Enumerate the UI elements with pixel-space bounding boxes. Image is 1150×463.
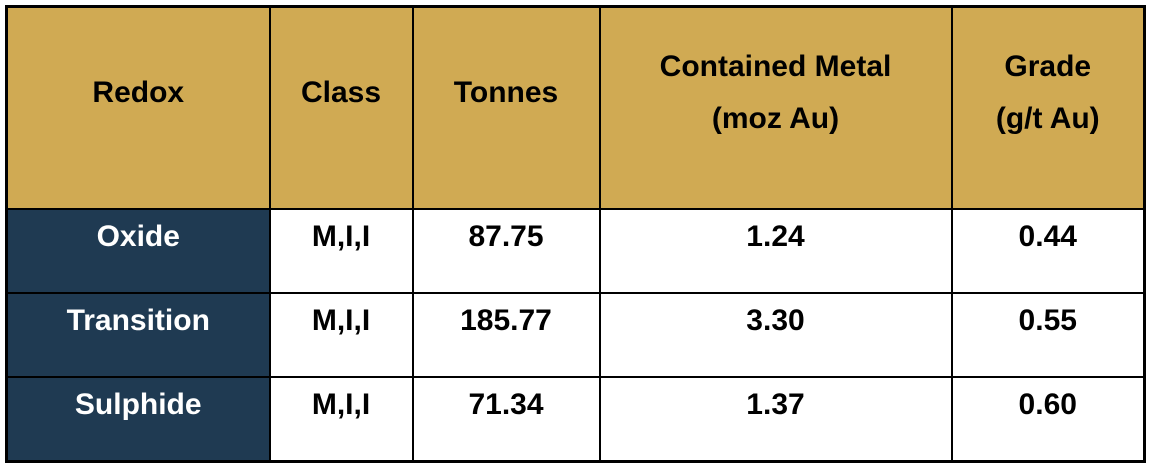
cell-grade: 0.55	[950, 292, 1146, 378]
header-cell-class: Class	[268, 5, 414, 210]
header-cell-tonnes: Tonnes	[411, 5, 601, 210]
header-row: Redox Class Tonnes Contained Metal (moz …	[5, 5, 1146, 210]
cell-contained-metal: 3.30	[598, 292, 953, 378]
cell-contained-metal: 1.24	[598, 208, 953, 294]
cell-contained-metal: 1.37	[598, 376, 953, 462]
table-row-oxide: Oxide M,I,I 87.75 1.24 0.44	[5, 208, 1146, 294]
cell-class: M,I,I	[268, 292, 414, 378]
table-container: Redox Class Tonnes Contained Metal (moz …	[5, 5, 1146, 463]
header-sublabel-contained-metal: (moz Au)	[711, 102, 840, 135]
header-label-grade: Grade	[1004, 50, 1092, 83]
header-label-contained-metal: Contained Metal	[659, 50, 892, 83]
cell-class: M,I,I	[268, 376, 414, 462]
cell-redox: Transition	[5, 292, 271, 378]
cell-grade: 0.60	[950, 376, 1146, 462]
cell-grade: 0.44	[950, 208, 1146, 294]
header-cell-contained-metal: Contained Metal (moz Au)	[598, 5, 953, 210]
header-cell-grade: Grade (g/t Au)	[950, 5, 1146, 210]
header-label-redox: Redox	[92, 76, 185, 109]
header-sublabel-grade: (g/t Au)	[995, 102, 1100, 135]
cell-redox: Sulphide	[5, 376, 271, 462]
resource-table: Redox Class Tonnes Contained Metal (moz …	[5, 5, 1146, 463]
cell-tonnes: 71.34	[411, 376, 601, 462]
header-label-class: Class	[300, 76, 382, 109]
header-cell-redox: Redox	[5, 5, 271, 210]
cell-redox: Oxide	[5, 208, 271, 294]
cell-class: M,I,I	[268, 208, 414, 294]
table-row-transition: Transition M,I,I 185.77 3.30 0.55	[5, 292, 1146, 378]
header-label-tonnes: Tonnes	[453, 76, 559, 109]
cell-tonnes: 87.75	[411, 208, 601, 294]
table-row-sulphide: Sulphide M,I,I 71.34 1.37 0.60	[5, 376, 1146, 462]
cell-tonnes: 185.77	[411, 292, 601, 378]
